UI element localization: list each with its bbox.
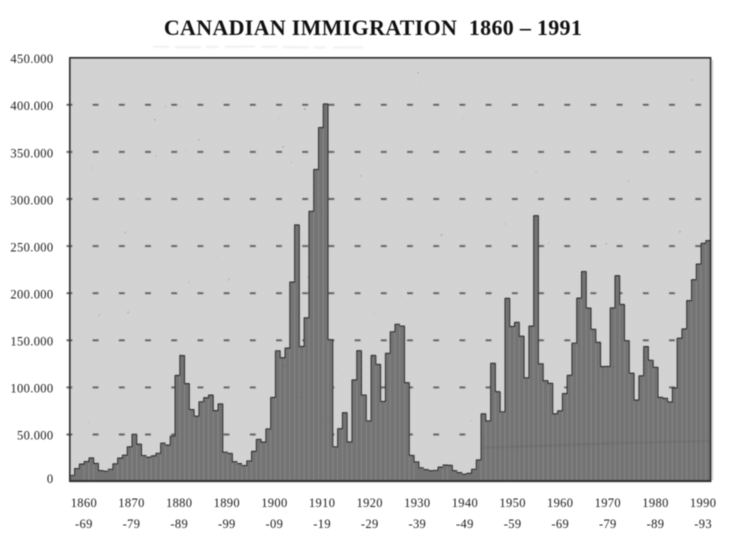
svg-text:-49: -49 — [456, 517, 474, 531]
svg-text:1870: 1870 — [118, 496, 144, 510]
svg-text:50.000: 50.000 — [17, 429, 53, 443]
svg-text:-69: -69 — [551, 517, 569, 531]
svg-text:1860: 1860 — [71, 496, 97, 510]
svg-text:-09: -09 — [266, 517, 284, 531]
svg-text:-69: -69 — [75, 517, 93, 531]
svg-text:1910: 1910 — [309, 496, 335, 510]
svg-text:350.000: 350.000 — [10, 146, 53, 160]
svg-text:-99: -99 — [218, 517, 236, 531]
svg-text:1890: 1890 — [214, 496, 240, 510]
svg-text:1920: 1920 — [356, 496, 382, 510]
svg-text:100.000: 100.000 — [10, 382, 53, 396]
svg-text:300.000: 300.000 — [10, 193, 53, 207]
svg-text:-59: -59 — [504, 517, 522, 531]
svg-text:1900: 1900 — [261, 496, 287, 510]
svg-text:400.000: 400.000 — [10, 99, 53, 113]
svg-text:1930: 1930 — [404, 496, 430, 510]
svg-text:1990: 1990 — [690, 496, 716, 510]
svg-text:-19: -19 — [313, 517, 331, 531]
svg-text:-79: -79 — [123, 517, 141, 531]
svg-text:-93: -93 — [694, 517, 712, 531]
svg-text:1880: 1880 — [166, 496, 192, 510]
svg-text:1980: 1980 — [642, 496, 668, 510]
svg-text:-79: -79 — [599, 517, 617, 531]
svg-text:-39: -39 — [408, 517, 426, 531]
svg-text:200.000: 200.000 — [10, 288, 53, 302]
svg-text:-29: -29 — [361, 517, 379, 531]
svg-text:1940: 1940 — [452, 496, 478, 510]
svg-text:1970: 1970 — [595, 496, 621, 510]
svg-text:-89: -89 — [170, 517, 188, 531]
svg-text:-89: -89 — [647, 517, 665, 531]
svg-text:1950: 1950 — [499, 496, 525, 510]
svg-text:250.000: 250.000 — [10, 240, 53, 254]
svg-text:150.000: 150.000 — [10, 335, 53, 349]
svg-text:0: 0 — [47, 472, 54, 486]
svg-text:450.000: 450.000 — [10, 52, 53, 66]
svg-text:1960: 1960 — [547, 496, 573, 510]
